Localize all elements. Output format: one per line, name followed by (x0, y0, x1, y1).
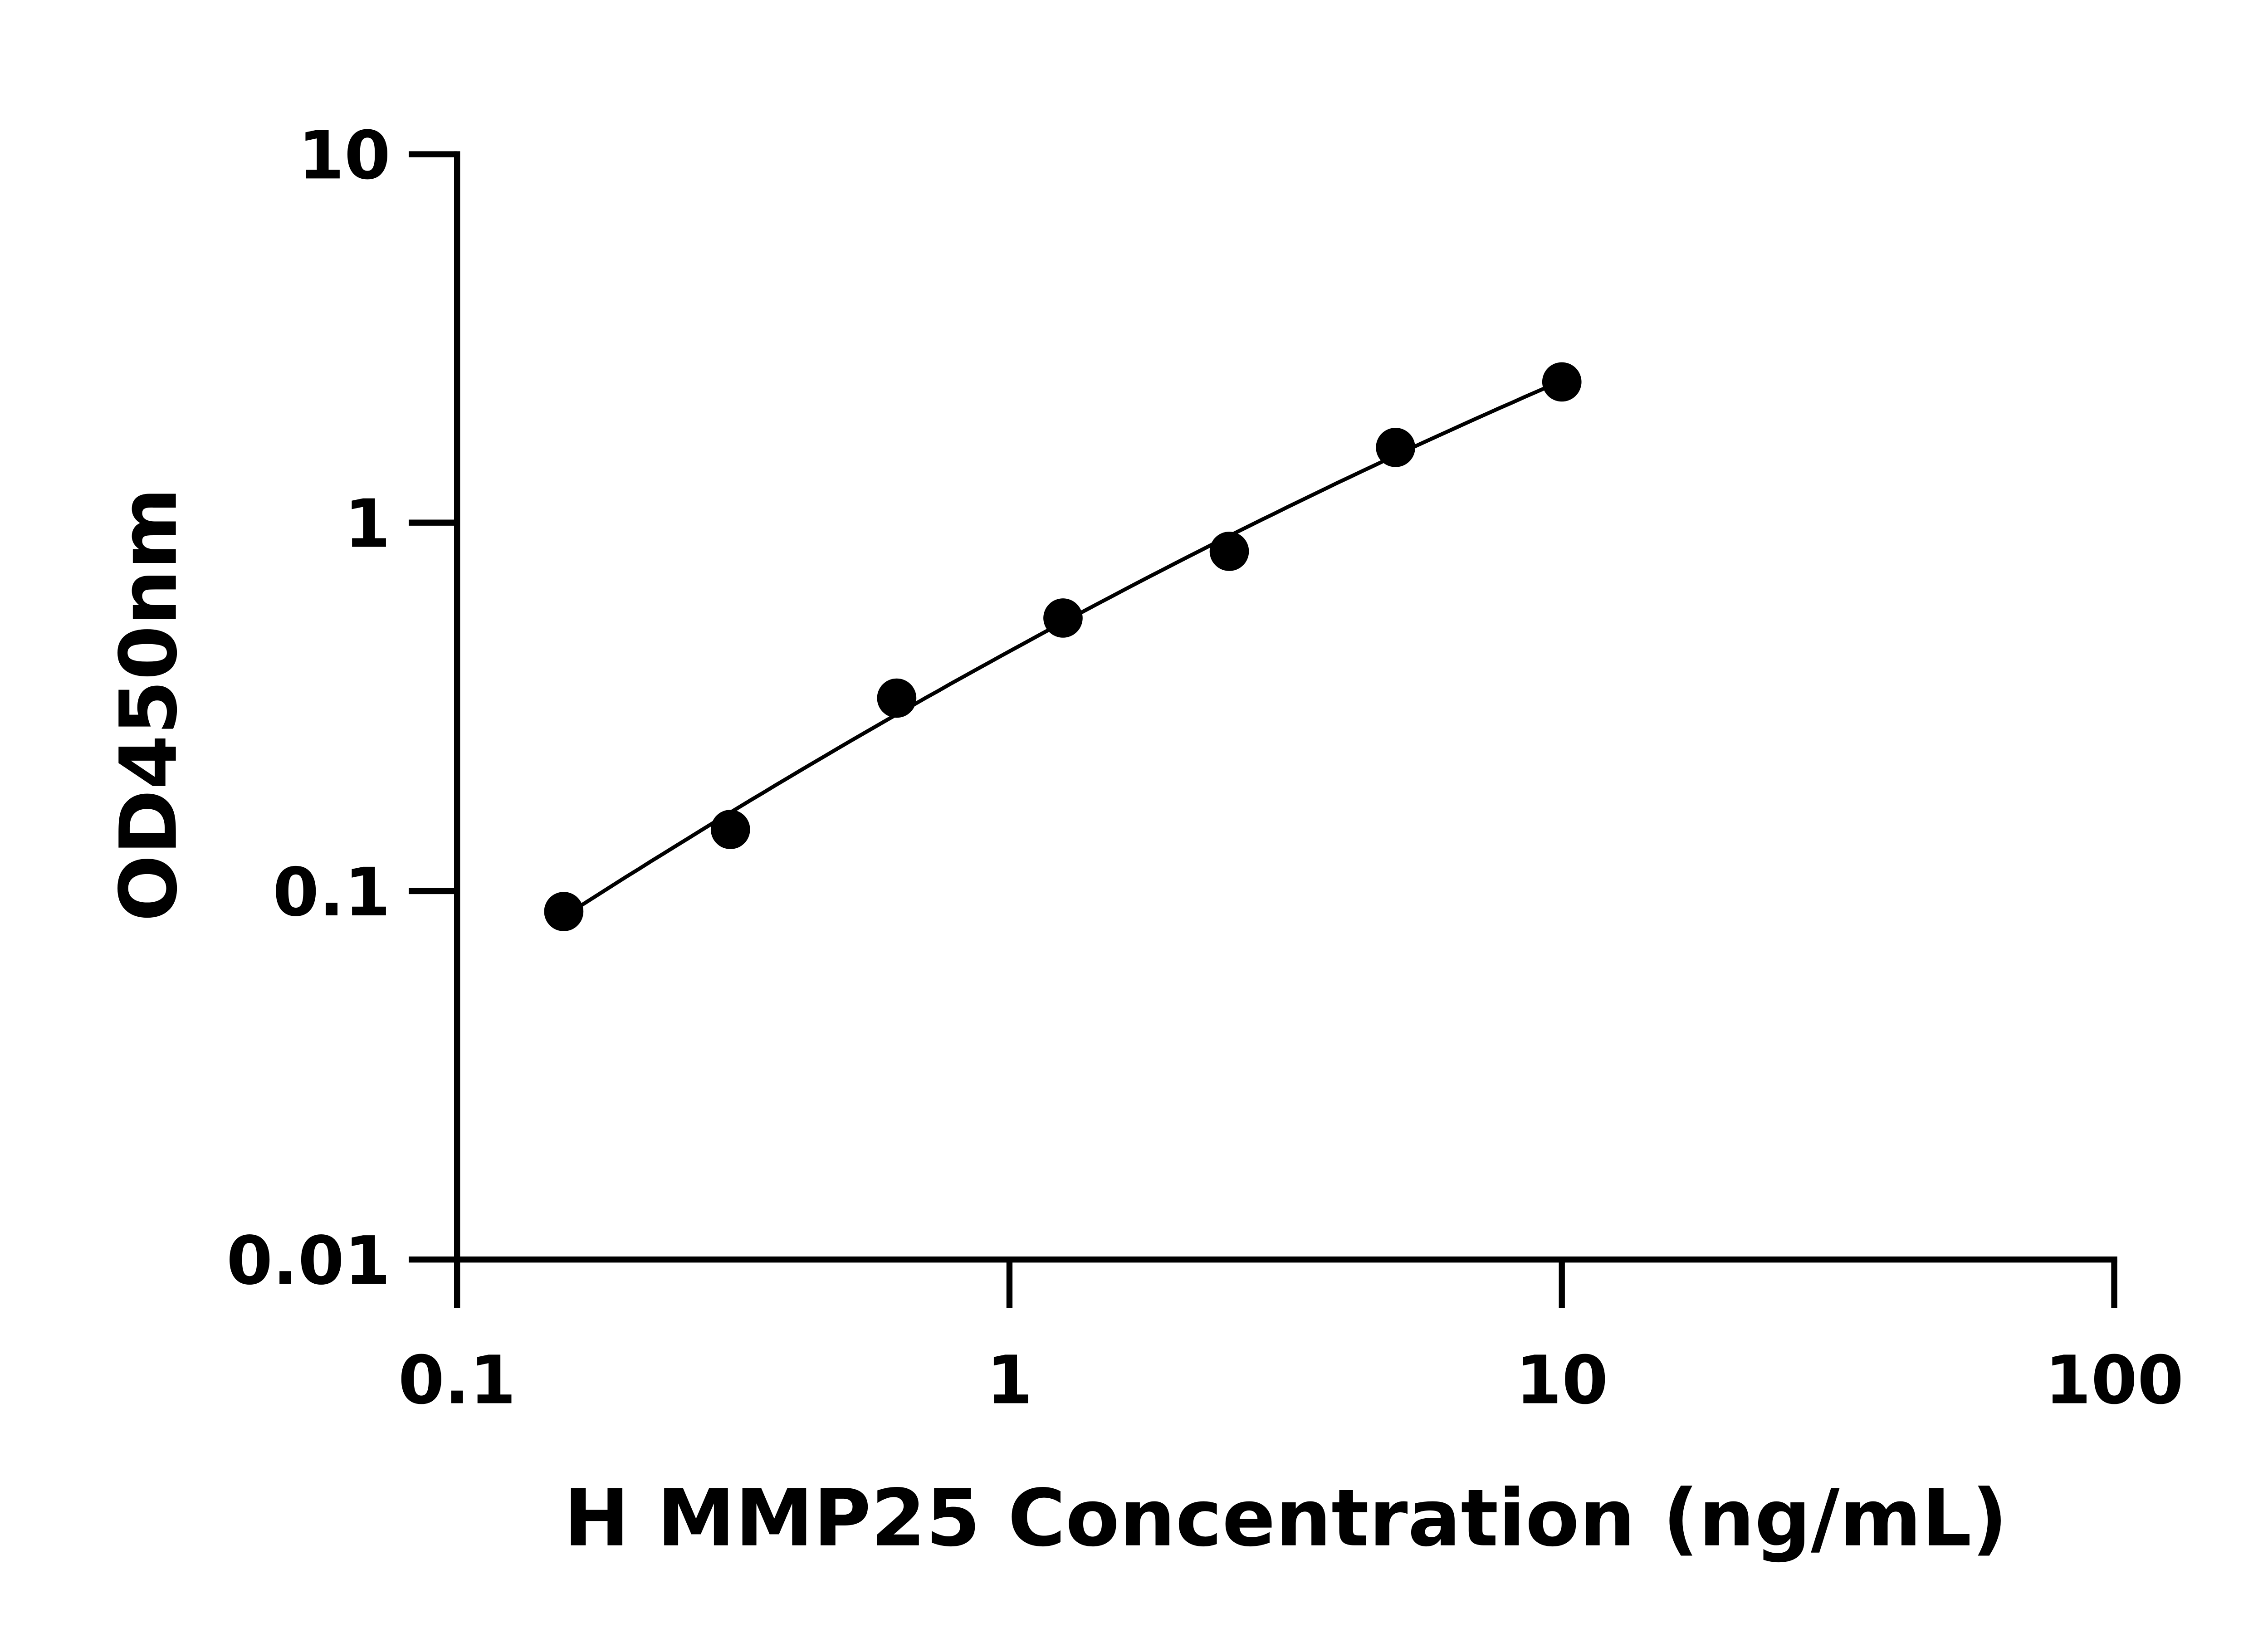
x-axis-label: H MMP25 Concentration (ng/mL) (564, 1472, 2008, 1564)
axes (454, 151, 2117, 1263)
x-tick-label: 100 (2045, 1341, 2184, 1419)
y-tick-label: 0.1 (273, 854, 391, 931)
y-tick-label: 1 (344, 485, 391, 563)
x-tick-label: 1 (986, 1341, 1032, 1419)
x-tick-label: 10 (1515, 1341, 1608, 1419)
data-point (1542, 362, 1582, 402)
data-point (710, 810, 750, 849)
x-tick-label: 0.1 (398, 1341, 516, 1419)
data-point (1043, 598, 1083, 638)
data-point (1209, 532, 1249, 571)
data-point (1376, 428, 1415, 467)
data-point (544, 892, 584, 931)
y-tick-label: 0.01 (226, 1222, 391, 1300)
y-axis-label: OD450nm (103, 488, 195, 922)
y-tick-label: 10 (298, 117, 391, 194)
data-point (877, 678, 917, 718)
